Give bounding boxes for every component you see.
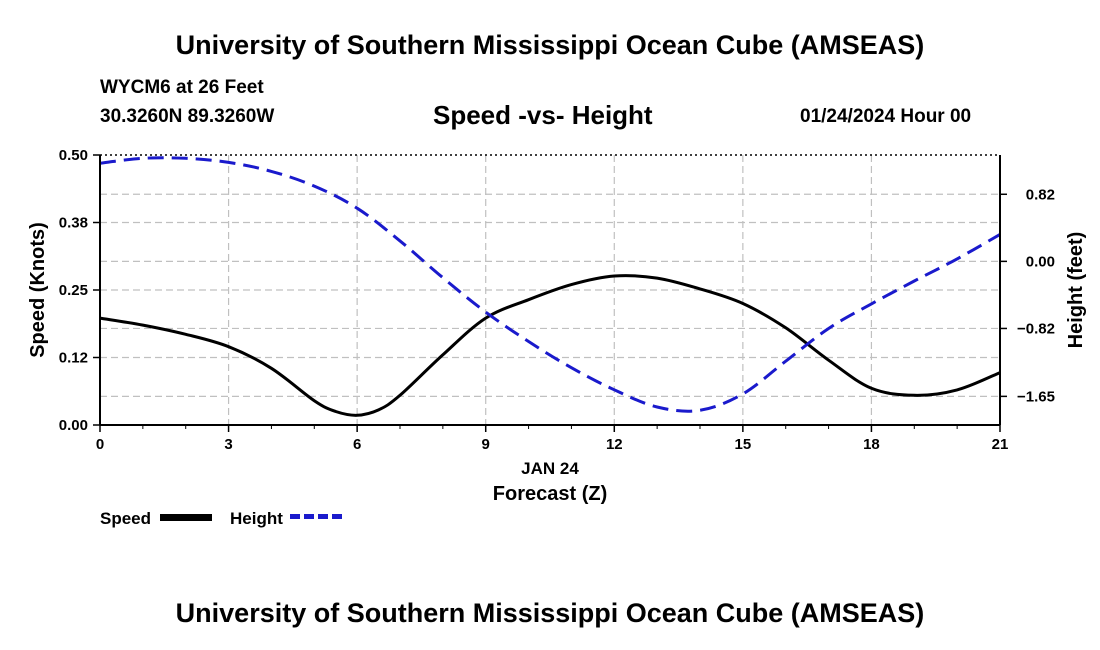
x-axis-label: Forecast (Z) (493, 483, 607, 505)
y2-tick-label: −1.65 (1017, 388, 1055, 405)
x-tick-label: 3 (224, 436, 232, 453)
axes: 0 3 6 9 12 15 18 21 0.00 0.12 0.25 0.38 0.50 0.82 0.00… (59, 147, 1055, 453)
y-tick-label: 0.25 (59, 282, 88, 299)
height-series-line (99, 156, 1001, 413)
station-label: WYCM6 at 26 Feet (100, 77, 264, 98)
chart-subtitle: Speed -vs- Height (433, 100, 653, 130)
legend-speed-label: Speed (100, 509, 152, 528)
grid-lines (100, 154, 1000, 425)
x-tick-label: 21 (992, 436, 1009, 453)
y2-tick-label: 0.00 (1026, 253, 1055, 270)
y-tick-label: 0.38 (59, 215, 88, 232)
x-axis-date-label: JAN 24 (521, 459, 579, 478)
x-tick-label: 15 (735, 436, 752, 453)
x-tick-label: 12 (606, 436, 623, 453)
y2-tick-label: 0.82 (1026, 186, 1055, 203)
y-tick-label: 0.00 (59, 417, 88, 434)
y-tick-label: 0.12 (59, 350, 88, 367)
x-tick-label: 0 (96, 436, 104, 453)
x-tick-label: 18 (863, 436, 880, 453)
y-axis-label: Speed (Knots) (27, 222, 49, 358)
footer-title: University of Southern Mississippi Ocean… (175, 598, 925, 628)
series-lines (99, 156, 1001, 417)
legend-height-swatch (290, 514, 342, 519)
x-tick-label: 9 (482, 436, 490, 453)
forecast-datetime: 01/24/2024 Hour 00 (800, 106, 972, 127)
y2-tick-label: −0.82 (1017, 320, 1055, 337)
chart-title: University of Southern Mississippi Ocean… (175, 30, 925, 60)
legend-speed-swatch (160, 514, 212, 521)
legend-height-label: Height (230, 509, 283, 528)
speed-series-line (99, 274, 1001, 417)
x-tick-label: 6 (353, 436, 361, 453)
y-tick-label: 0.50 (59, 147, 88, 164)
y2-axis-label: Height (feet) (1065, 232, 1087, 349)
coordinates-label: 30.3260N 89.3260W (100, 106, 275, 127)
